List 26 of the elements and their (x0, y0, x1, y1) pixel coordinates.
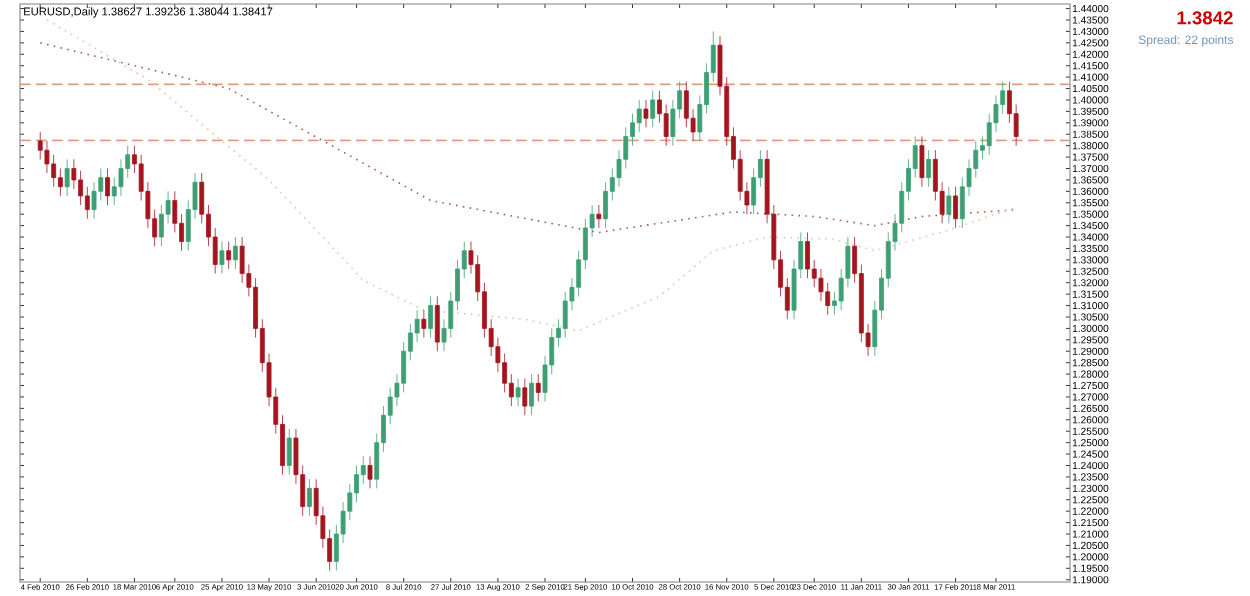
candlestick (64, 158, 70, 197)
candlestick (953, 186, 958, 229)
candlestick (805, 232, 810, 279)
candlestick (421, 309, 427, 338)
candlestick (596, 204, 602, 229)
candlestick (515, 378, 521, 407)
candlestick (926, 149, 932, 188)
line-series (39, 42, 1017, 234)
candlestick (307, 478, 312, 517)
candlestick (919, 136, 925, 188)
candlestick (226, 241, 232, 270)
candlestick (946, 186, 952, 224)
candlestick (367, 455, 373, 489)
line-series (46, 19, 1017, 332)
candlestick (105, 168, 110, 206)
candlestick (650, 90, 656, 128)
candlestick (643, 99, 649, 128)
candlestick (529, 373, 534, 416)
candlestick (522, 378, 528, 416)
text: 1.3842 (1177, 11, 1233, 25)
candlestick (232, 236, 238, 270)
candlestick (286, 428, 292, 476)
candlestick (434, 296, 440, 352)
candlestick (428, 296, 433, 338)
candlestick (219, 241, 225, 274)
candlestick (535, 373, 541, 402)
